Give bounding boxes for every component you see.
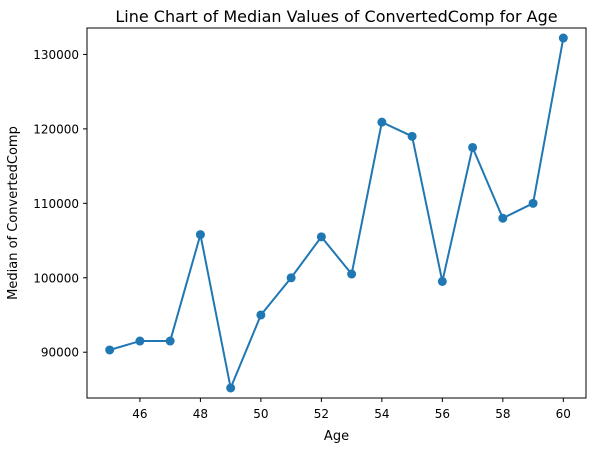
series-line (109, 37, 565, 389)
y-tick-label: 100000 (33, 271, 79, 285)
data-point (316, 232, 326, 242)
data-point (377, 117, 387, 127)
plot-frame (86, 27, 587, 399)
x-tick-label: 52 (314, 407, 329, 421)
data-point (437, 276, 447, 286)
data-point (347, 269, 357, 279)
y-axis-ticks: 90000 100000 110000 120000 130000 (33, 48, 87, 360)
data-point (105, 345, 115, 355)
y-axis-label: Median of ConvertedComp (6, 126, 21, 300)
data-point (165, 336, 175, 346)
x-tick-label: 60 (556, 407, 571, 421)
x-tick-label: 48 (193, 407, 208, 421)
data-point (468, 142, 478, 152)
x-tick-label: 56 (435, 407, 450, 421)
x-tick-label: 54 (374, 407, 389, 421)
y-tick-label: 130000 (33, 48, 79, 62)
y-tick-label: 110000 (33, 197, 79, 211)
x-tick-label: 58 (495, 407, 510, 421)
data-point (558, 33, 568, 43)
x-axis-label: Age (324, 429, 349, 444)
series-points (105, 33, 568, 393)
x-axis-ticks: 46 48 50 52 54 56 58 60 (132, 398, 571, 421)
data-point (135, 336, 145, 346)
data-point (195, 230, 205, 240)
x-tick-label: 50 (253, 407, 268, 421)
x-tick-label: 46 (132, 407, 147, 421)
data-point (407, 131, 417, 141)
data-point (256, 310, 266, 320)
data-point (226, 383, 236, 393)
data-point (498, 213, 508, 223)
chart-title: Line Chart of Median Values of Converted… (115, 7, 557, 26)
y-tick-label: 120000 (33, 122, 79, 136)
y-tick-label: 90000 (41, 346, 79, 360)
data-point (286, 273, 296, 283)
data-point (528, 198, 538, 208)
